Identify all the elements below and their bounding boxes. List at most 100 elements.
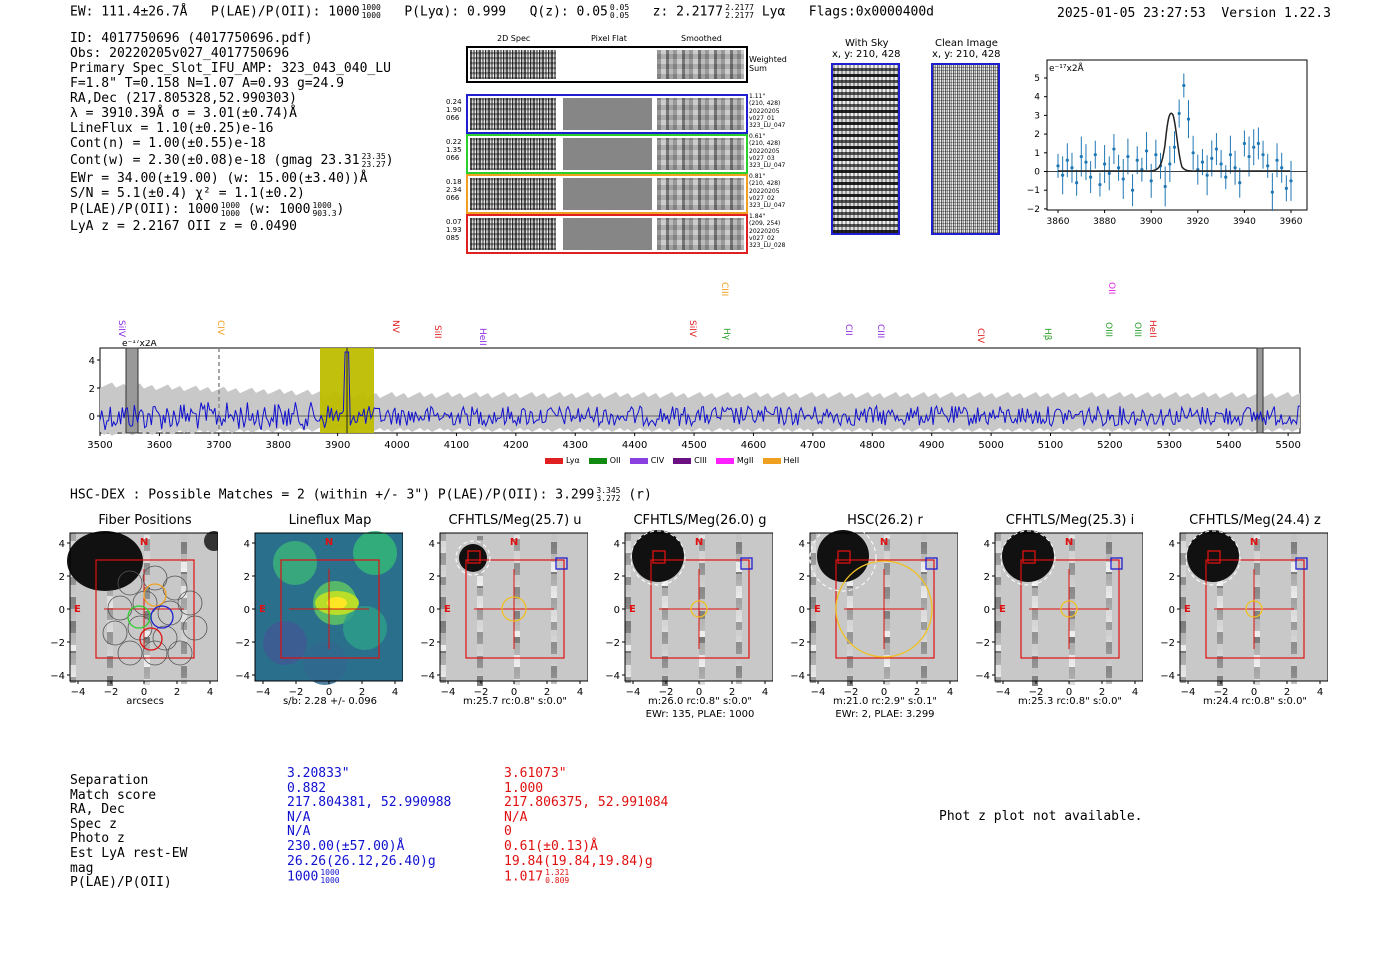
fit-xticks: 3860 3880 3900 3920 3940 3960 [1047, 210, 1303, 227]
east-label: E [259, 604, 266, 615]
imaging-panel-2: N E 4 2 0 −2 −4 −4 −2 0 2 4 [420, 532, 588, 698]
spectral-line-label: CIII [875, 324, 885, 339]
fit-data-point [1144, 131, 1149, 170]
fit-data-point [1098, 172, 1102, 197]
imaging-xtick: 4 [207, 687, 213, 698]
imaging-title: CFHTLS/Meg(25.3) i [1005, 513, 1135, 528]
fit-data-point [1061, 156, 1065, 195]
imaging-ytick: 4 [244, 539, 250, 550]
spec-xtick: 4500 [681, 440, 706, 451]
imaging-caption: m:26.0 rc:0.8" s:0.0" [647, 696, 753, 707]
fiber-circle [182, 615, 208, 641]
imaging-xtick: −2 [474, 687, 489, 698]
imaging-xtick: −2 [1029, 687, 1044, 698]
imaging-ytick: 2 [429, 572, 435, 583]
header-flags: Flags:0x0000400d [808, 4, 935, 20]
cutout-image [625, 530, 773, 686]
spec-xtick: 4200 [503, 440, 528, 451]
imaging-ytick: −4 [1160, 671, 1175, 682]
imaging-ytick: 0 [429, 605, 435, 616]
fit-data-point [1177, 99, 1181, 128]
aperture-circle [690, 600, 708, 618]
blue-radec: 217.804381, 52.990988 [287, 795, 452, 811]
cutout-2dspec [470, 98, 556, 130]
spec-ytick: 2 [89, 384, 95, 395]
label-lya-ew: Est LyA rest-EW [70, 845, 188, 861]
search-box [1205, 559, 1305, 659]
fiber-green [127, 605, 151, 629]
imaging-panel-3: N E 4 2 0 −2 −4 −4 −2 0 2 4 [605, 530, 773, 698]
spec-xtick: 4600 [741, 440, 766, 451]
cutout-left-info: 0.22 1.35 066 [446, 138, 462, 162]
legend-item: MgII [715, 456, 754, 465]
imaging-title: CFHTLS/Meg(24.4) z [1189, 513, 1321, 528]
spec-xtick: 5000 [978, 440, 1003, 451]
imaging-ytick: −2 [50, 638, 65, 649]
fit-data-point [1149, 163, 1153, 198]
imaging-xtick: 2 [1099, 687, 1105, 698]
cutout-right-info: 1.11" (210, 428) 20220205 v027_01 323_LU_047 [749, 93, 786, 130]
imaging-ytick: −2 [975, 638, 990, 649]
info-lineflux: LineFlux = 1.10(±0.25)e-16 [70, 121, 274, 136]
imaging-title: CFHTLS/Meg(25.7) u [448, 513, 582, 528]
spec-xtick: 5100 [1038, 440, 1063, 451]
label-plae: P(LAE)/P(OII) [70, 875, 172, 891]
imaging-panel-4: N E 4 2 0 −2 −4 −4 −2 0 2 4 [790, 530, 958, 698]
spec-xtick: 4700 [800, 440, 825, 451]
fit-data-point [1186, 100, 1191, 139]
imaging-ytick: 2 [244, 572, 250, 583]
header-plya: P(Lyα): 0.999 [404, 4, 507, 20]
full-spectrum-chart: e⁻¹⁷x2Å 4 2 0 3500 3600 3700 3800 3900 4000 4100… [87, 340, 1301, 451]
imaging-xtick: −2 [844, 687, 859, 698]
imaging-xtick: −2 [659, 687, 674, 698]
red-radec: 217.806375, 52.991084 [504, 795, 669, 811]
north-label: N [140, 537, 148, 548]
fiber-circle [117, 570, 143, 596]
imaging-xtick: 0 [141, 687, 147, 698]
clean-title: Clean Image [935, 38, 998, 49]
match-red-box [467, 550, 481, 564]
info-fwhm: F=1.8" T=0.158 N=1.07 A=0.93 g=24.9 [70, 76, 344, 91]
fit-ytick: 0 [1034, 168, 1040, 178]
spec-xtick: 3800 [265, 440, 290, 451]
fit-data-point [1093, 140, 1097, 169]
imaging-ytick: −4 [790, 671, 805, 682]
label-radec: RA, Dec [70, 802, 125, 818]
blue-match-score: 0.882 [287, 780, 327, 796]
imaging-ytick: 2 [1169, 572, 1175, 583]
label-mag: mag [70, 860, 94, 876]
cutout-2dspec [470, 218, 556, 250]
legend-swatch [673, 457, 692, 464]
imaging-xtick: 0 [881, 687, 887, 698]
cutout-right-info: 0.81" (210, 428) 20220205 v027_02 323_LU_047 [749, 173, 786, 210]
cutout-pixelflat [563, 218, 652, 250]
header-plae: P(LAE)/P(OII): 1000 [210, 4, 360, 20]
imaging-ytick: 4 [59, 539, 65, 550]
red-separation: 3.61073" [504, 766, 567, 781]
label-specz: Spec z [70, 816, 117, 832]
fit-data-point [1182, 73, 1186, 98]
aperture-circle [501, 596, 527, 622]
fiber-orange [143, 583, 167, 607]
spectral-line-label: CIII [719, 282, 729, 297]
north-label: N [510, 537, 518, 548]
fit-data-point [1075, 169, 1079, 196]
fit-data-point [1261, 140, 1265, 169]
legend-item: CIII [673, 456, 707, 465]
match-red-box [1022, 550, 1036, 564]
spectral-line-label: OIII [1103, 322, 1113, 338]
east-label: E [74, 604, 81, 615]
match-blue-box [740, 557, 753, 570]
fit-data-point [1270, 173, 1274, 212]
match-blue-box [1110, 557, 1123, 570]
spec-xtick: 5400 [1216, 440, 1241, 451]
fit-data-point [1191, 135, 1195, 170]
header-line: Lyα [761, 4, 786, 20]
imaging-ytick: 2 [984, 572, 990, 583]
imaging-ytick: −4 [50, 671, 65, 682]
imaging-ytick: 0 [244, 605, 250, 616]
imaging-xtick: 0 [1066, 687, 1072, 698]
imaging-ytick: 0 [1169, 605, 1175, 616]
imaging-panel-6: N E 4 2 0 −2 −4 −4 −2 0 2 4 [1160, 530, 1328, 698]
fit-data-point [1284, 175, 1288, 202]
